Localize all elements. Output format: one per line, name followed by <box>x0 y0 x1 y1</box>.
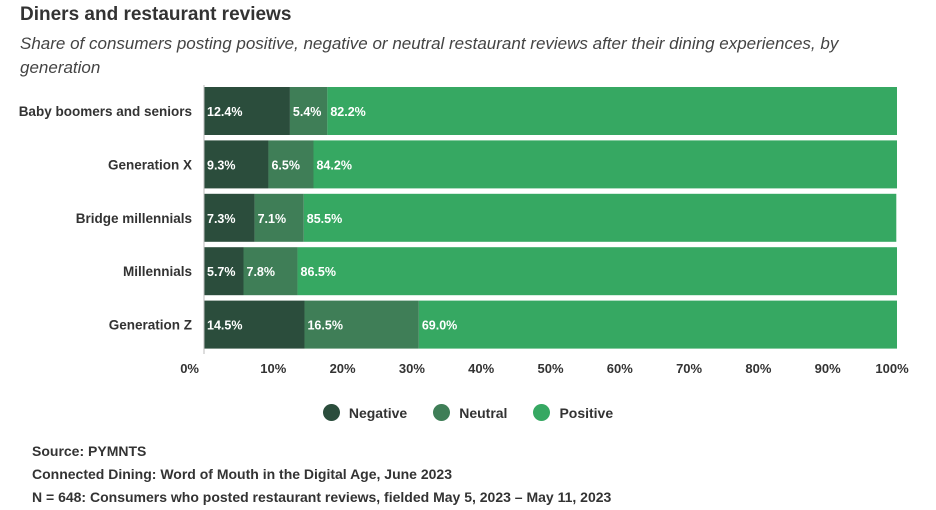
category-label-generation-z: Generation Z <box>109 318 192 333</box>
sample-note: N = 648: Consumers who posted restaurant… <box>32 489 612 505</box>
stacked-bar-chart: Baby boomers and seniors 12.4% 5.4% 82.2% Ge… <box>19 85 909 376</box>
legend-swatch-neutral <box>433 404 451 421</box>
x-tick-label-0: 0% <box>180 361 199 376</box>
legend-swatch-negative <box>322 404 340 421</box>
x-tick-label-30: 30% <box>399 361 425 376</box>
bar-positive-generation-x <box>313 140 897 189</box>
report-note: Connected Dining: Word of Mouth in the D… <box>32 466 453 482</box>
x-tick-label-70: 70% <box>676 361 702 376</box>
bar-neutral-generation-x <box>268 140 314 189</box>
x-tick-label-80: 80% <box>745 361 771 376</box>
x-tick-label-20: 20% <box>330 361 356 376</box>
x-tick-label-10: 10% <box>260 361 286 376</box>
bar-neutral-bridge-millennials <box>254 193 304 242</box>
data-label-positive-baby-boomers-and-seniors: 82.2% <box>330 105 365 119</box>
data-label-negative-millennials: 5.7% <box>207 265 236 279</box>
bar-negative-generation-z <box>204 300 305 349</box>
legend-label-positive: Positive <box>559 404 614 421</box>
data-label-neutral-baby-boomers-and-seniors: 5.4% <box>293 105 322 119</box>
data-label-neutral-bridge-millennials: 7.1% <box>258 212 287 226</box>
data-label-neutral-generation-x: 6.5% <box>271 158 300 172</box>
chart-legend: Negative Neutral Positive <box>0 404 936 421</box>
bar-neutral-millennials <box>243 247 298 296</box>
bar-positive-generation-z <box>418 300 897 349</box>
bar-positive-baby-boomers-and-seniors <box>327 87 897 135</box>
legend-swatch-positive <box>533 404 551 421</box>
x-tick-label-50: 50% <box>537 361 563 376</box>
x-tick-label-100: 100% <box>875 361 909 376</box>
bar-neutral-generation-z <box>304 300 419 349</box>
chart-footer: Source: PYMNTS Connected Dining: Word of… <box>32 440 611 509</box>
category-label-bridge-millennials: Bridge millennials <box>76 211 192 226</box>
data-label-neutral-generation-z: 16.5% <box>307 319 342 333</box>
data-label-negative-baby-boomers-and-seniors: 12.4% <box>207 105 242 119</box>
data-label-negative-bridge-millennials: 7.3% <box>207 212 236 226</box>
legend-label-neutral: Neutral <box>459 404 508 421</box>
data-label-positive-generation-x: 84.2% <box>316 158 351 172</box>
category-label-baby-boomers-and-seniors: Baby boomers and seniors <box>19 104 192 119</box>
bar-negative-baby-boomers-and-seniors <box>204 87 290 135</box>
data-label-negative-generation-z: 14.5% <box>207 319 242 333</box>
x-tick-label-40: 40% <box>468 361 494 376</box>
bar-positive-millennials <box>297 247 897 296</box>
bar-negative-millennials <box>204 247 244 296</box>
data-label-positive-millennials: 86.5% <box>301 265 336 279</box>
source-note: Source: PYMNTS <box>32 443 147 459</box>
chart-title: Diners and restaurant reviews <box>20 4 292 25</box>
bar-positive-bridge-millennials <box>303 193 897 242</box>
data-label-positive-generation-z: 69.0% <box>422 319 457 333</box>
data-label-positive-bridge-millennials: 85.5% <box>307 212 342 226</box>
legend-item-positive: Positive <box>533 404 613 421</box>
bar-negative-generation-x <box>204 140 269 189</box>
bar-neutral-baby-boomers-and-seniors <box>289 87 328 135</box>
category-label-millennials: Millennials <box>123 264 192 279</box>
x-tick-label-60: 60% <box>607 361 633 376</box>
bar-negative-bridge-millennials <box>204 193 255 242</box>
chart-subtitle: Share of consumers posting positive, neg… <box>20 34 839 77</box>
legend-label-negative: Negative <box>348 404 408 421</box>
legend-item-negative: Negative <box>322 404 408 421</box>
x-tick-label-90: 90% <box>815 361 841 376</box>
legend-item-neutral: Neutral <box>433 404 507 421</box>
data-label-negative-generation-x: 9.3% <box>207 158 236 172</box>
data-label-neutral-millennials: 7.8% <box>247 265 276 279</box>
category-label-generation-x: Generation X <box>108 157 192 172</box>
